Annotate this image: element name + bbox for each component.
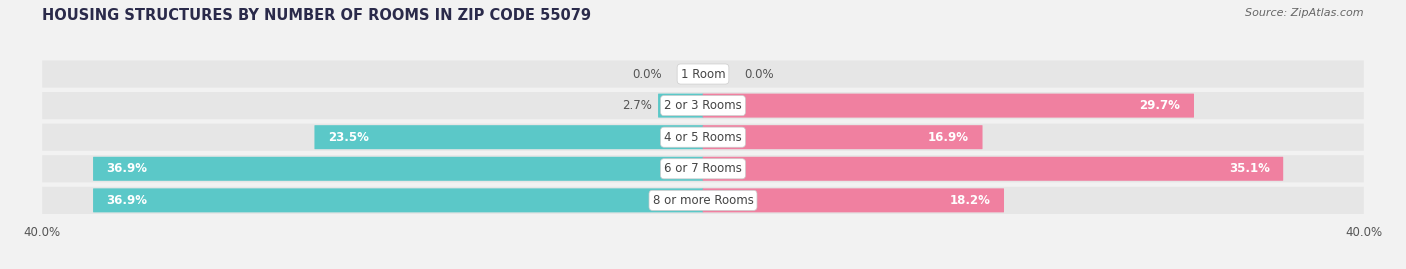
- Text: 18.2%: 18.2%: [949, 194, 990, 207]
- FancyBboxPatch shape: [93, 157, 703, 181]
- FancyBboxPatch shape: [42, 61, 1364, 88]
- FancyBboxPatch shape: [93, 188, 703, 212]
- Text: 4 or 5 Rooms: 4 or 5 Rooms: [664, 131, 742, 144]
- Text: 8 or more Rooms: 8 or more Rooms: [652, 194, 754, 207]
- Text: 2 or 3 Rooms: 2 or 3 Rooms: [664, 99, 742, 112]
- FancyBboxPatch shape: [703, 94, 1194, 118]
- FancyBboxPatch shape: [703, 125, 983, 149]
- Text: 16.9%: 16.9%: [928, 131, 969, 144]
- Text: 36.9%: 36.9%: [107, 162, 148, 175]
- Text: 0.0%: 0.0%: [744, 68, 773, 80]
- Text: 6 or 7 Rooms: 6 or 7 Rooms: [664, 162, 742, 175]
- Text: 35.1%: 35.1%: [1229, 162, 1270, 175]
- FancyBboxPatch shape: [315, 125, 703, 149]
- Text: 0.0%: 0.0%: [633, 68, 662, 80]
- Text: 36.9%: 36.9%: [107, 194, 148, 207]
- FancyBboxPatch shape: [42, 187, 1364, 214]
- Text: HOUSING STRUCTURES BY NUMBER OF ROOMS IN ZIP CODE 55079: HOUSING STRUCTURES BY NUMBER OF ROOMS IN…: [42, 8, 591, 23]
- Text: 23.5%: 23.5%: [328, 131, 368, 144]
- FancyBboxPatch shape: [42, 92, 1364, 119]
- Text: Source: ZipAtlas.com: Source: ZipAtlas.com: [1246, 8, 1364, 18]
- FancyBboxPatch shape: [703, 188, 1004, 212]
- Text: 29.7%: 29.7%: [1140, 99, 1181, 112]
- FancyBboxPatch shape: [42, 124, 1364, 151]
- FancyBboxPatch shape: [42, 155, 1364, 182]
- FancyBboxPatch shape: [703, 157, 1284, 181]
- FancyBboxPatch shape: [658, 94, 703, 118]
- Text: 2.7%: 2.7%: [621, 99, 652, 112]
- Text: 1 Room: 1 Room: [681, 68, 725, 80]
